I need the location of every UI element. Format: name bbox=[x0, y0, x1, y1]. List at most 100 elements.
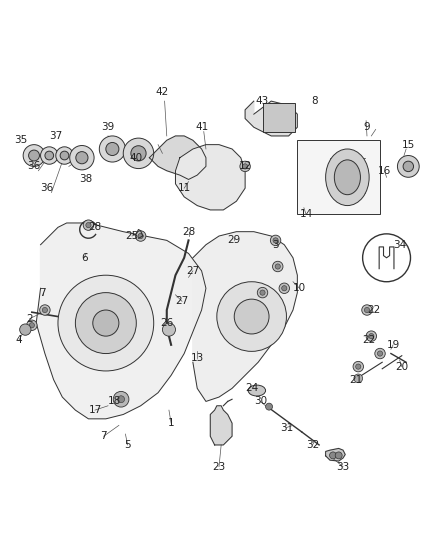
Circle shape bbox=[40, 305, 50, 315]
Text: 28: 28 bbox=[182, 227, 195, 237]
Text: 8: 8 bbox=[311, 96, 318, 106]
Text: 17: 17 bbox=[88, 405, 102, 415]
Circle shape bbox=[23, 144, 45, 166]
Circle shape bbox=[20, 324, 31, 335]
Circle shape bbox=[240, 161, 251, 172]
Circle shape bbox=[354, 374, 363, 383]
Circle shape bbox=[265, 403, 272, 410]
Circle shape bbox=[56, 147, 73, 164]
Circle shape bbox=[75, 293, 136, 353]
Ellipse shape bbox=[325, 149, 369, 206]
Text: 25: 25 bbox=[125, 231, 138, 241]
Text: 12: 12 bbox=[238, 161, 252, 172]
Circle shape bbox=[282, 286, 287, 291]
Text: 19: 19 bbox=[386, 340, 400, 350]
Circle shape bbox=[27, 320, 37, 330]
Circle shape bbox=[270, 235, 281, 246]
Circle shape bbox=[58, 275, 154, 371]
Text: 34: 34 bbox=[393, 240, 406, 250]
Text: 10: 10 bbox=[293, 283, 306, 293]
Text: 31: 31 bbox=[280, 423, 293, 433]
Polygon shape bbox=[193, 232, 297, 401]
Circle shape bbox=[45, 151, 53, 160]
Text: 20: 20 bbox=[395, 361, 408, 372]
Text: 32: 32 bbox=[306, 440, 319, 450]
Text: 26: 26 bbox=[160, 318, 173, 328]
Circle shape bbox=[272, 261, 283, 272]
Text: 27: 27 bbox=[175, 296, 189, 306]
Circle shape bbox=[366, 331, 377, 341]
Circle shape bbox=[106, 142, 119, 156]
Text: 42: 42 bbox=[156, 87, 169, 98]
Text: 13: 13 bbox=[191, 353, 204, 363]
Text: 5: 5 bbox=[124, 440, 131, 450]
Circle shape bbox=[99, 136, 125, 162]
Text: 7: 7 bbox=[100, 431, 107, 441]
Text: 36: 36 bbox=[40, 183, 54, 193]
Circle shape bbox=[86, 223, 91, 228]
Text: 11: 11 bbox=[177, 183, 191, 193]
Bar bbox=[297, 140, 380, 214]
Polygon shape bbox=[36, 223, 206, 419]
Text: 4: 4 bbox=[15, 335, 22, 345]
Polygon shape bbox=[149, 136, 206, 180]
Polygon shape bbox=[325, 448, 345, 461]
Ellipse shape bbox=[334, 160, 360, 195]
Circle shape bbox=[378, 351, 383, 356]
Text: 36: 36 bbox=[28, 161, 41, 172]
Text: 22: 22 bbox=[367, 305, 380, 315]
Circle shape bbox=[60, 151, 69, 160]
Bar bbox=[262, 103, 295, 132]
Circle shape bbox=[257, 287, 268, 298]
Polygon shape bbox=[176, 144, 245, 210]
Text: 37: 37 bbox=[49, 131, 63, 141]
Text: 3: 3 bbox=[272, 240, 279, 250]
Text: 23: 23 bbox=[212, 462, 226, 472]
Circle shape bbox=[364, 308, 370, 313]
Circle shape bbox=[356, 364, 361, 369]
Circle shape bbox=[41, 147, 58, 164]
Circle shape bbox=[353, 361, 364, 372]
Text: 21: 21 bbox=[350, 375, 363, 385]
Text: 24: 24 bbox=[245, 383, 258, 393]
Circle shape bbox=[28, 150, 39, 161]
Circle shape bbox=[403, 161, 413, 172]
Circle shape bbox=[335, 452, 342, 459]
Text: 7: 7 bbox=[39, 288, 46, 297]
Circle shape bbox=[83, 220, 94, 230]
Text: 1: 1 bbox=[168, 418, 174, 428]
Text: 40: 40 bbox=[130, 152, 143, 163]
Text: 2: 2 bbox=[26, 314, 33, 324]
Circle shape bbox=[113, 391, 129, 407]
Circle shape bbox=[234, 299, 269, 334]
Circle shape bbox=[123, 138, 154, 168]
Circle shape bbox=[243, 164, 248, 169]
Text: 33: 33 bbox=[336, 462, 350, 472]
Text: 15: 15 bbox=[402, 140, 415, 150]
Circle shape bbox=[279, 283, 290, 294]
Text: 29: 29 bbox=[228, 236, 241, 245]
Text: 14: 14 bbox=[300, 209, 313, 219]
Circle shape bbox=[260, 290, 265, 295]
Circle shape bbox=[138, 233, 143, 239]
Circle shape bbox=[131, 146, 146, 161]
Circle shape bbox=[42, 308, 47, 313]
Circle shape bbox=[217, 282, 286, 351]
Circle shape bbox=[397, 156, 419, 177]
Text: 6: 6 bbox=[81, 253, 88, 263]
Circle shape bbox=[76, 151, 88, 164]
Polygon shape bbox=[245, 101, 297, 136]
Circle shape bbox=[93, 310, 119, 336]
Polygon shape bbox=[210, 406, 232, 445]
Circle shape bbox=[273, 238, 278, 243]
Circle shape bbox=[362, 305, 372, 315]
Circle shape bbox=[369, 334, 374, 339]
Text: 41: 41 bbox=[195, 122, 208, 132]
Text: 43: 43 bbox=[256, 96, 269, 106]
Text: 18: 18 bbox=[108, 397, 121, 407]
Text: 35: 35 bbox=[14, 135, 28, 146]
Circle shape bbox=[363, 234, 410, 282]
Circle shape bbox=[117, 396, 124, 403]
Text: 9: 9 bbox=[364, 122, 370, 132]
Ellipse shape bbox=[248, 385, 265, 396]
